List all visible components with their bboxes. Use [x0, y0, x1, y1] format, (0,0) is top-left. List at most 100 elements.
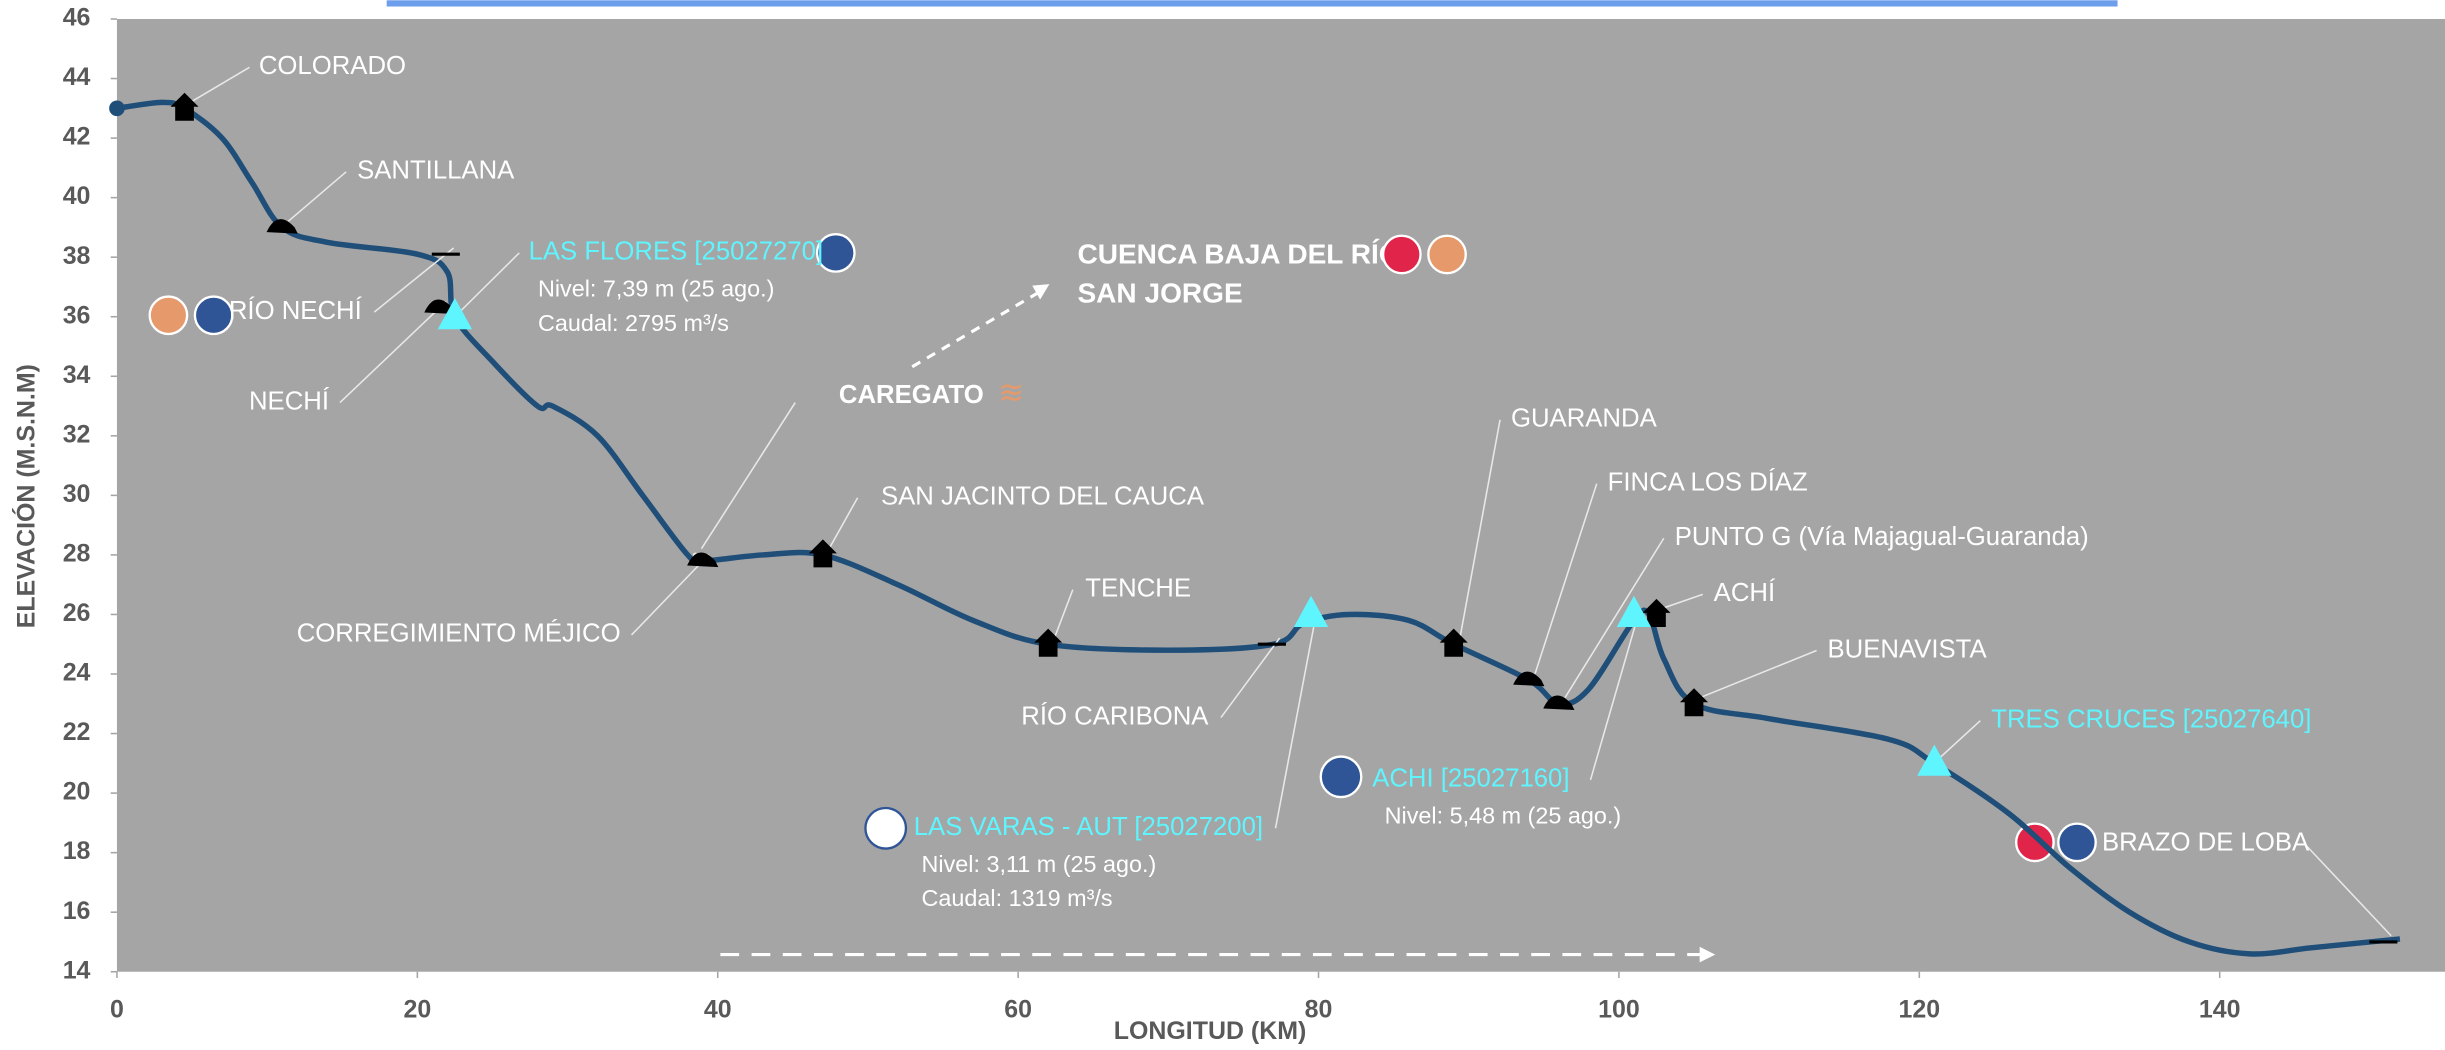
leader-line: [1589, 608, 1641, 781]
y-tick-label: 44: [63, 63, 91, 91]
station-icon: [1319, 755, 1363, 799]
point-label: RÍO CARIBONA: [1021, 701, 1209, 730]
region-label: SAN JORGE: [1077, 277, 1242, 308]
point-label: GUARANDA: [1511, 405, 1658, 433]
flow-arrow-head: [1699, 946, 1716, 963]
y-tick-label: 38: [63, 242, 91, 270]
point-label: ACHÍ: [1714, 578, 1776, 607]
x-tick-label: 40: [704, 995, 732, 1023]
y-tick-label: 18: [63, 837, 91, 865]
point-label: SAN JACINTO DEL CAUCA: [881, 483, 1205, 511]
point-label: COLORADO: [259, 52, 406, 80]
y-tick-label: 22: [63, 718, 91, 746]
y-tick-label: 30: [63, 480, 91, 508]
swim-icon: ≋: [998, 375, 1024, 410]
point-label: LAS VARAS - AUT [25027200]: [914, 813, 1263, 841]
river-icon: [815, 233, 856, 273]
x-tick-label: 100: [1598, 995, 1640, 1023]
town-icon: [170, 92, 199, 121]
y-axis-title: ELEVACIÓN (M.S.N.M): [11, 364, 41, 628]
point-detail: Nivel: 5,48 m (25 ago.): [1385, 803, 1621, 829]
town-icon: [808, 539, 837, 568]
top-bar: [386, 0, 2118, 7]
point-label: TRES CRUCES [25027640]: [1991, 705, 2311, 733]
leader-line: [1459, 419, 1501, 639]
leader-line: [1274, 608, 1319, 829]
erosion-icon: [1513, 671, 1545, 687]
leader-line: [287, 171, 347, 222]
leader-line: [339, 301, 447, 404]
point-label: ACHI [25027160]: [1372, 765, 1569, 793]
flood-icon: [1427, 234, 1467, 275]
point-detail: Caudal: 1319 m³/s: [922, 885, 1113, 911]
leader-line: [1564, 537, 1665, 698]
y-tick-label: 24: [63, 659, 91, 687]
plot-area: [116, 19, 2445, 972]
leader-line: [828, 497, 859, 550]
leader-line: [1699, 649, 1817, 699]
leader-line: [1053, 589, 1074, 639]
y-tick-label: 36: [63, 301, 91, 329]
leader-line: [1220, 637, 1281, 719]
station-icon: [864, 806, 908, 850]
y-tick-label: 34: [63, 361, 91, 389]
region-label: CUENCA BAJA DEL RÍO: [1077, 238, 1400, 269]
point-label: CAREGATO: [839, 381, 984, 409]
station-marker: [1616, 595, 1652, 627]
y-tick-label: 16: [63, 897, 91, 925]
flood-icon: [148, 295, 189, 336]
station-marker: [437, 298, 473, 330]
point-label: FINCA LOS DÍAZ: [1608, 467, 1808, 496]
point-detail: Caudal: 2795 m³/s: [538, 310, 729, 336]
erosion-icon: [687, 552, 719, 568]
start-dot: [109, 100, 125, 117]
erosion-icon: [424, 299, 456, 315]
y-tick-label: 20: [63, 778, 91, 806]
x-tick-label: 60: [1004, 995, 1032, 1023]
x-tick-label: 140: [2199, 995, 2241, 1023]
point-detail: Nivel: 7,39 m (25 ago.): [538, 275, 774, 301]
leader-line: [460, 252, 520, 312]
y-tick-label: 28: [63, 540, 91, 568]
leader-line: [1534, 483, 1598, 674]
station-marker: [1293, 595, 1329, 627]
elevation-line: [116, 99, 2401, 957]
leader-line: [630, 554, 710, 636]
leader-line: [700, 402, 796, 550]
leader-line: [1662, 593, 1704, 609]
river-icon: [193, 295, 234, 336]
point-detail: Nivel: 3,11 m (25 ago.): [922, 851, 1157, 877]
point-label: BUENAVISTA: [1828, 635, 1988, 663]
river-icon: [2057, 822, 2097, 863]
point-label: LAS FLORES [25027270]: [529, 238, 824, 266]
point-label: BRAZO DE LOBA: [2102, 829, 2310, 857]
erosion-icon: [1543, 695, 1575, 711]
leader-line: [1940, 720, 1981, 758]
town-icon: [1642, 598, 1671, 627]
region-arrow-head: [1032, 284, 1050, 300]
town-icon: [1439, 628, 1468, 657]
y-tick-label: 32: [63, 420, 91, 448]
station-marker: [1917, 744, 1952, 776]
y-tick-label: 14: [63, 956, 91, 984]
x-tick-label: 0: [110, 995, 124, 1023]
leader-line: [190, 66, 250, 103]
y-tick-label: 40: [63, 182, 91, 210]
point-label: RÍO NECHÍ: [229, 296, 363, 325]
point-label: TENCHE: [1085, 575, 1191, 603]
x-tick-label: 80: [1305, 995, 1333, 1023]
x-tick-label: 120: [1899, 995, 1941, 1023]
town-icon: [1679, 688, 1709, 717]
point-label: PUNTO G (Vía Majagual-Guaranda): [1675, 523, 2089, 551]
y-tick-label: 26: [63, 599, 91, 627]
town-icon: [1034, 628, 1063, 657]
alert-icon: [1381, 234, 1422, 275]
erosion-icon: [266, 219, 298, 234]
y-tick-label: 46: [63, 4, 91, 32]
x-tick-label: 20: [403, 995, 431, 1023]
leader-line: [2304, 843, 2392, 937]
point-label: SANTILLANA: [357, 157, 515, 185]
y-tick-label: 42: [63, 123, 91, 151]
